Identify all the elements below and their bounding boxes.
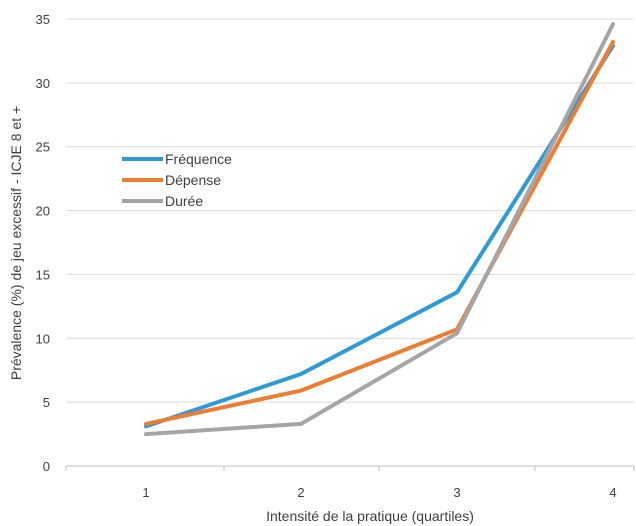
y-tick-label-15: 15 <box>36 267 50 282</box>
legend-label-duree: Durée <box>165 193 203 209</box>
x-tick-label-1: 1 <box>142 485 149 500</box>
x-tick-label-4: 4 <box>609 485 616 500</box>
series-line-frequence <box>144 43 615 429</box>
x-tick-label-3: 3 <box>453 485 460 500</box>
x-tick-label-2: 2 <box>297 485 304 500</box>
y-tick-labels: 0 5 10 15 20 25 30 35 <box>36 12 50 474</box>
legend-label-frequence: Fréquence <box>165 151 232 167</box>
y-tick-label-35: 35 <box>36 12 50 27</box>
gridlines <box>66 18 634 403</box>
y-tick-label-20: 20 <box>36 204 50 219</box>
series-line-depense <box>144 40 615 426</box>
x-axis-title: Intensité de la pratique (quartiles) <box>266 508 474 524</box>
legend-label-depense: Dépense <box>165 172 221 188</box>
y-axis-title: Prévalence (%) de jeu excessif - ICJE 8 … <box>8 106 24 380</box>
y-tick-label-10: 10 <box>36 331 50 346</box>
y-tick-label-0: 0 <box>43 459 50 474</box>
series-lines <box>144 22 615 437</box>
legend: Fréquence Dépense Durée <box>122 151 232 209</box>
series-line-duree <box>144 22 615 437</box>
x-tick-labels: 1 2 3 4 <box>65 466 635 500</box>
y-tick-label-25: 25 <box>36 140 50 155</box>
y-tick-label-5: 5 <box>43 395 50 410</box>
y-tick-label-30: 30 <box>36 76 50 91</box>
